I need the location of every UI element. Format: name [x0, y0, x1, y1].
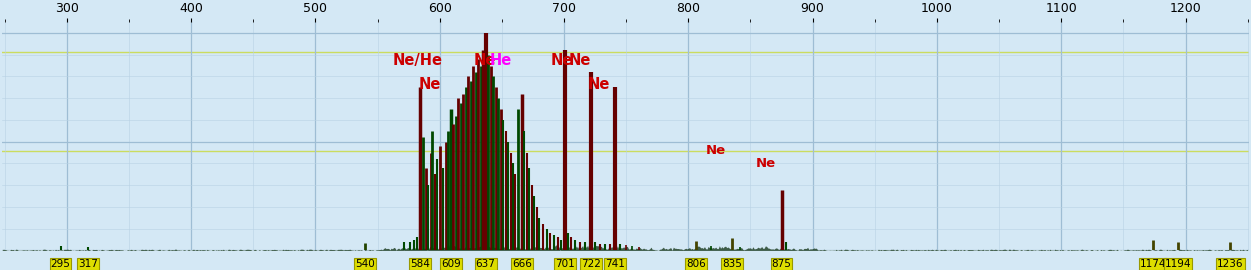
Text: 722: 722: [582, 259, 602, 269]
Text: 701: 701: [555, 259, 575, 269]
Text: Ne: Ne: [569, 53, 592, 68]
Text: 637: 637: [475, 259, 495, 269]
Text: 741: 741: [605, 259, 624, 269]
Text: 1194: 1194: [1165, 259, 1191, 269]
Text: Ne: Ne: [588, 77, 610, 92]
Text: He: He: [489, 53, 512, 68]
Text: Ne: Ne: [419, 77, 440, 92]
Text: Ne/He: Ne/He: [393, 53, 443, 68]
Text: Ne: Ne: [550, 53, 573, 68]
Text: 875: 875: [772, 259, 792, 269]
Text: Ne: Ne: [706, 144, 726, 157]
Text: 584: 584: [410, 259, 429, 269]
Text: 835: 835: [722, 259, 742, 269]
Text: 540: 540: [355, 259, 375, 269]
Text: 295: 295: [50, 259, 70, 269]
Text: 1236: 1236: [1217, 259, 1243, 269]
Text: 1174: 1174: [1140, 259, 1166, 269]
Text: Ne: Ne: [756, 157, 776, 170]
Text: Ne: Ne: [473, 53, 495, 68]
Text: 609: 609: [440, 259, 460, 269]
Text: 806: 806: [686, 259, 706, 269]
Text: 317: 317: [78, 259, 98, 269]
Text: 666: 666: [512, 259, 532, 269]
